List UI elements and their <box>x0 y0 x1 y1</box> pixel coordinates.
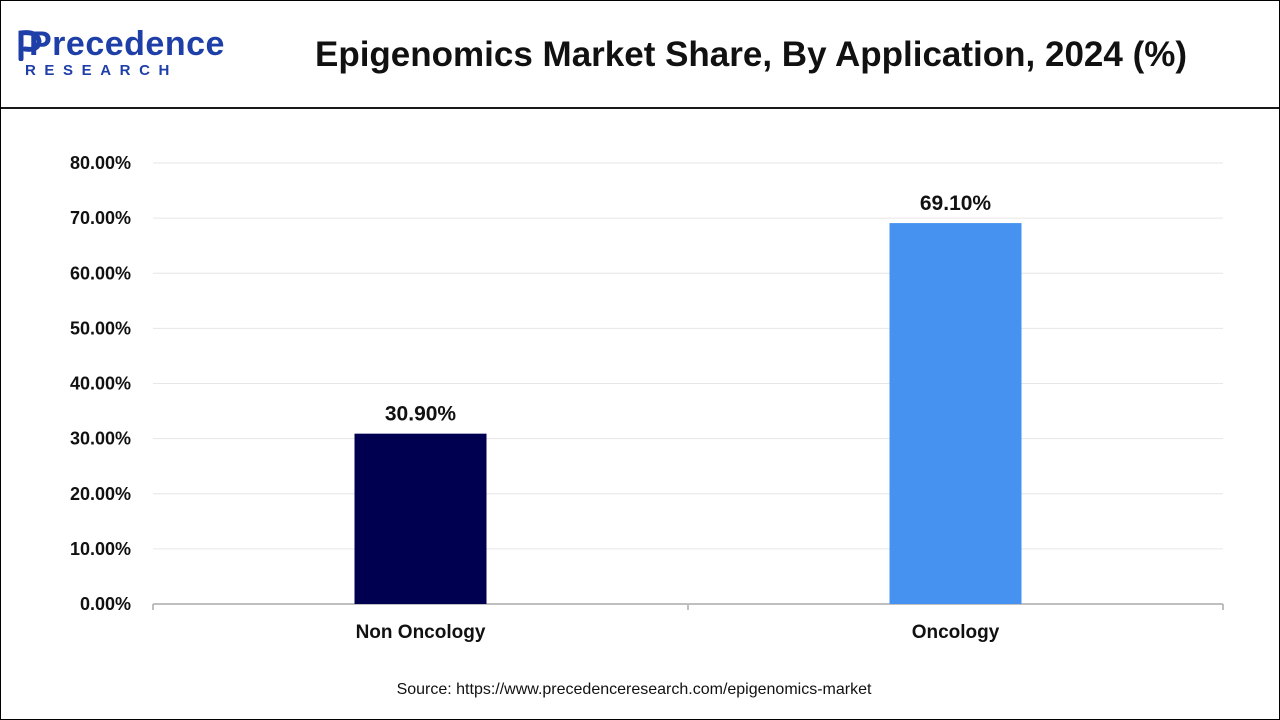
header: Precedence RESEARCH Epigenomics Market S… <box>1 1 1279 109</box>
data-label: 69.10% <box>920 192 992 215</box>
y-tick-label: 60.00% <box>70 263 131 283</box>
bar <box>889 223 1022 604</box>
category-labels: Non Oncology Oncology <box>356 622 1000 643</box>
logo-wordmark: Precedence <box>29 25 225 63</box>
data-label: 30.90% <box>385 403 457 426</box>
logo-subtext: RESEARCH <box>25 62 178 79</box>
logo-p-icon <box>18 30 42 61</box>
y-tick-label: 30.00% <box>70 429 131 449</box>
y-tick-label: 70.00% <box>70 208 131 228</box>
y-tick-label: 50.00% <box>70 318 131 338</box>
gridlines <box>153 162 1223 550</box>
category-label: Oncology <box>912 622 1000 643</box>
chart-title: Epigenomics Market Share, By Application… <box>314 35 1187 74</box>
data-labels: 30.90% 69.10% <box>385 192 992 426</box>
brand-logo: Precedence RESEARCH <box>18 27 224 83</box>
y-tick-label: 40.00% <box>70 374 131 394</box>
bars <box>354 223 1022 604</box>
source-note: Source: https://www.precedenceresearch.c… <box>396 681 872 698</box>
bar <box>354 433 487 604</box>
y-axis-ticks: 0.00% 10.00% 20.00% 30.00% 40.00% 50.00% 60.00… <box>70 153 131 614</box>
y-tick-label: 20.00% <box>70 484 131 504</box>
y-tick-label: 0.00% <box>80 594 131 614</box>
x-axis <box>152 603 1224 610</box>
y-tick-label: 80.00% <box>70 153 131 173</box>
y-tick-label: 10.00% <box>70 539 131 559</box>
category-label: Non Oncology <box>356 622 486 643</box>
